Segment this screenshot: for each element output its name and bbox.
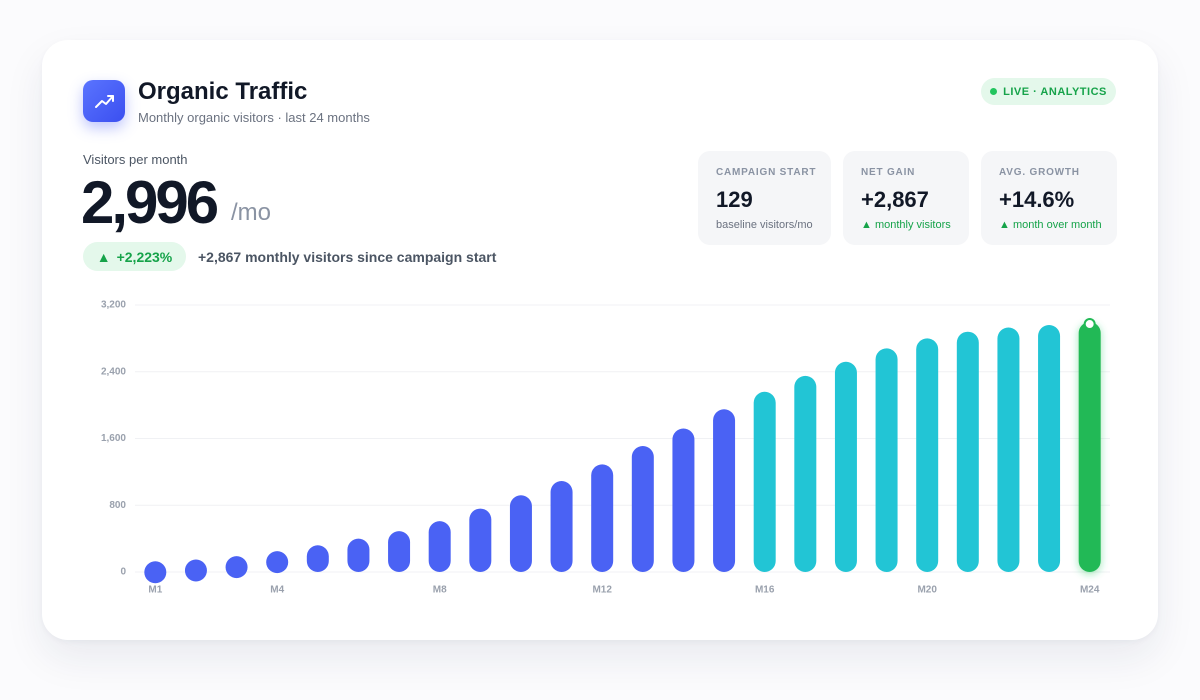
bar [388, 531, 411, 572]
app-icon [83, 80, 125, 122]
bar [956, 331, 979, 572]
bar [184, 559, 207, 582]
bar [672, 428, 695, 572]
kpi-change: ▲ +2,223% [83, 242, 186, 271]
bar [225, 556, 248, 579]
y-tick-label: 1,600 [101, 433, 126, 444]
x-tick-label: M16 [755, 585, 775, 596]
stat-note: ▲ monthly visitors [861, 219, 951, 231]
y-tick-label: 800 [109, 500, 126, 511]
bar [144, 561, 167, 584]
x-tick-label: M4 [270, 585, 284, 596]
bar [469, 508, 492, 572]
stat-value: 129 [716, 187, 753, 212]
title: Organic Traffic [138, 78, 308, 105]
bar [997, 327, 1020, 572]
stat-card: NET GAIN +2,867 ▲ monthly visitors [843, 151, 969, 245]
bar [347, 538, 370, 572]
bar [713, 409, 736, 572]
stat-value: +14.6% [999, 187, 1075, 212]
bar [916, 338, 939, 572]
bar [266, 551, 289, 574]
y-tick-label: 3,200 [101, 300, 126, 311]
stat-note-text: monthly visitors [874, 219, 951, 231]
bar [1078, 322, 1101, 572]
live-badge: LIVE · ANALYTICS [981, 78, 1116, 105]
kpi-label: Visitors per month [83, 152, 188, 167]
kpi-unit: /mo [231, 199, 272, 226]
bar [428, 521, 451, 572]
bar [631, 446, 654, 572]
stat-label: CAMPAIGN START [716, 167, 817, 178]
end-marker [1083, 318, 1096, 331]
trend-icon [95, 95, 114, 108]
stat-card: CAMPAIGN START 129 baseline visitors/mo [698, 151, 831, 245]
badge-text: LIVE · ANALYTICS [1003, 85, 1107, 98]
bar [550, 481, 573, 572]
stat-value: +2,867 [861, 187, 929, 212]
bar [509, 495, 532, 572]
x-tick-label: M24 [1080, 585, 1100, 596]
x-tick-label: M1 [148, 585, 162, 596]
bar [834, 361, 857, 572]
bar [1038, 325, 1061, 572]
x-tick-label: M12 [592, 585, 612, 596]
x-tick-label: M8 [433, 585, 447, 596]
stat-note: ▲ month over month [999, 219, 1102, 231]
stat-note-text: month over month [1012, 219, 1102, 231]
stat-label: NET GAIN [861, 167, 916, 178]
subtitle: Monthly organic visitors · last 24 month… [138, 110, 370, 125]
bar [875, 348, 898, 572]
stat-card: AVG. GROWTH +14.6% ▲ month over month [981, 151, 1117, 245]
stat-label: AVG. GROWTH [999, 167, 1080, 178]
kpi-value: 2,996 [81, 169, 219, 236]
bar [591, 464, 614, 572]
kpi-note: +2,867 monthly visitors since campaign s… [198, 249, 497, 265]
y-tick-label: 0 [120, 567, 126, 578]
change-text: +2,223% [116, 248, 173, 265]
x-tick-label: M20 [917, 585, 937, 596]
stat-note: baseline visitors/mo [716, 219, 813, 231]
y-tick-label: 2,400 [101, 366, 126, 377]
bar [306, 545, 329, 572]
bar [794, 375, 817, 572]
bar [753, 391, 776, 572]
